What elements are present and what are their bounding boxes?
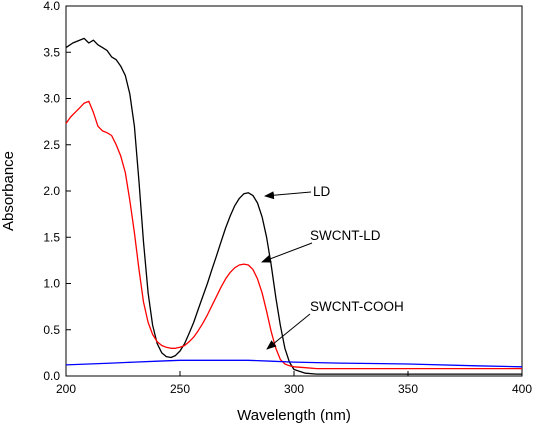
y-tick-label: 0.5 (43, 323, 60, 337)
annotation-label-ld: LD (313, 184, 331, 199)
y-tick-label: 0.0 (43, 369, 60, 383)
y-tick-label: 2.0 (43, 184, 60, 198)
series-line-swcnt-cooh (65, 359, 523, 368)
series-lines (65, 37, 523, 375)
plot-frame (65, 5, 523, 377)
axis-ticks: 200 250 300 350 400 0.0 0.5 1.0 1.5 2.0 2.5 3.0 3.5 4… (43, 0, 532, 396)
x-tick-label: 300 (284, 382, 304, 396)
annotation-arrow-ld (264, 191, 312, 200)
annotations: LD SWCNT-LD SWCNT-COOH (261, 184, 404, 350)
x-axis-title: Wavelength (nm) (237, 407, 351, 424)
annotation-arrow-swcnt-cooh (266, 313, 311, 350)
series-line-ld (65, 37, 522, 375)
annotation-arrow-swcnt-ld (261, 242, 313, 263)
x-tick-label: 350 (398, 382, 418, 396)
annotation-label-swcnt-cooh: SWCNT-COOH (310, 299, 404, 314)
annotation-label-swcnt-ld: SWCNT-LD (310, 228, 381, 243)
y-tick-label: 3.5 (43, 45, 60, 59)
x-tick-label: 250 (170, 382, 190, 396)
x-tick-label: 200 (56, 382, 76, 396)
x-tick-label: 400 (512, 382, 532, 396)
y-tick-label: 2.5 (43, 138, 60, 152)
y-tick-label: 3.0 (43, 92, 60, 106)
y-axis-title: Absorbance (0, 151, 17, 231)
y-tick-label: 1.5 (43, 230, 60, 244)
y-tick-label: 4.0 (43, 0, 60, 13)
series-line-swcnt-ld (65, 100, 522, 370)
y-tick-label: 1.0 (43, 277, 60, 291)
